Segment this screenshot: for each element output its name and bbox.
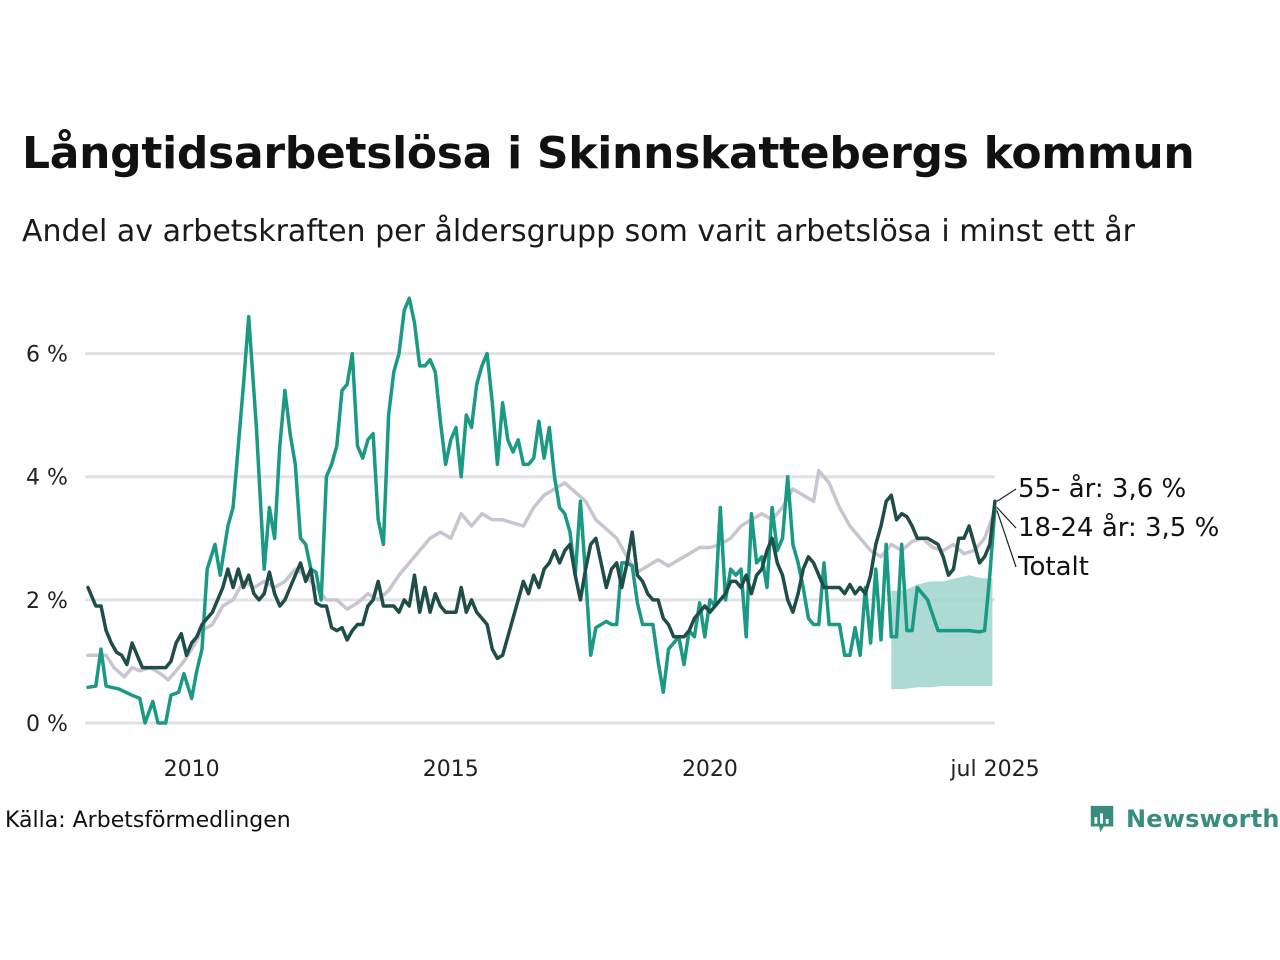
end-label: 55- år: 3,6 % xyxy=(1018,473,1186,504)
end-label: Totalt xyxy=(1017,552,1089,582)
chart-title: Långtidsarbetslösa i Skinnskattebergs ko… xyxy=(22,128,1195,179)
x-tick-label: 2010 xyxy=(164,757,220,782)
leader-line xyxy=(996,507,1017,529)
series-line-55 xyxy=(86,493,997,670)
end-label: 18-24 år: 3,5 % xyxy=(1018,512,1219,543)
source-note: Källa: Arbetsförmedlingen xyxy=(5,808,291,833)
chart-bubble-icon xyxy=(1090,805,1114,833)
newsworthy-logo[interactable]: Newsworthy xyxy=(1088,804,1280,834)
gridlines xyxy=(85,352,995,725)
axis-labels: 0 % 2 % 4 % 6 % 2010 2015 2020 jul 2025 xyxy=(26,343,1040,782)
x-tick-label: 2015 xyxy=(423,757,479,782)
x-tick-label: jul 2025 xyxy=(949,757,1039,782)
series-lines xyxy=(86,296,997,725)
chart-subtitle: Andel av arbetskraften per åldersgrupp s… xyxy=(22,214,1135,249)
series-line-totalt xyxy=(86,468,997,682)
y-tick-label: 4 % xyxy=(26,466,68,491)
series-line-18-24 xyxy=(86,296,997,725)
end-labels: 55- år: 3,6 % 18-24 år: 3,5 % Totalt xyxy=(996,473,1219,582)
brand-name: Newsworthy xyxy=(1126,805,1280,833)
leader-line xyxy=(996,510,1017,568)
y-tick-label: 6 % xyxy=(26,343,68,368)
x-tick-label: 2020 xyxy=(682,757,738,782)
y-tick-label: 2 % xyxy=(26,589,68,614)
leader-line xyxy=(996,488,1017,502)
y-tick-label: 0 % xyxy=(26,712,68,737)
